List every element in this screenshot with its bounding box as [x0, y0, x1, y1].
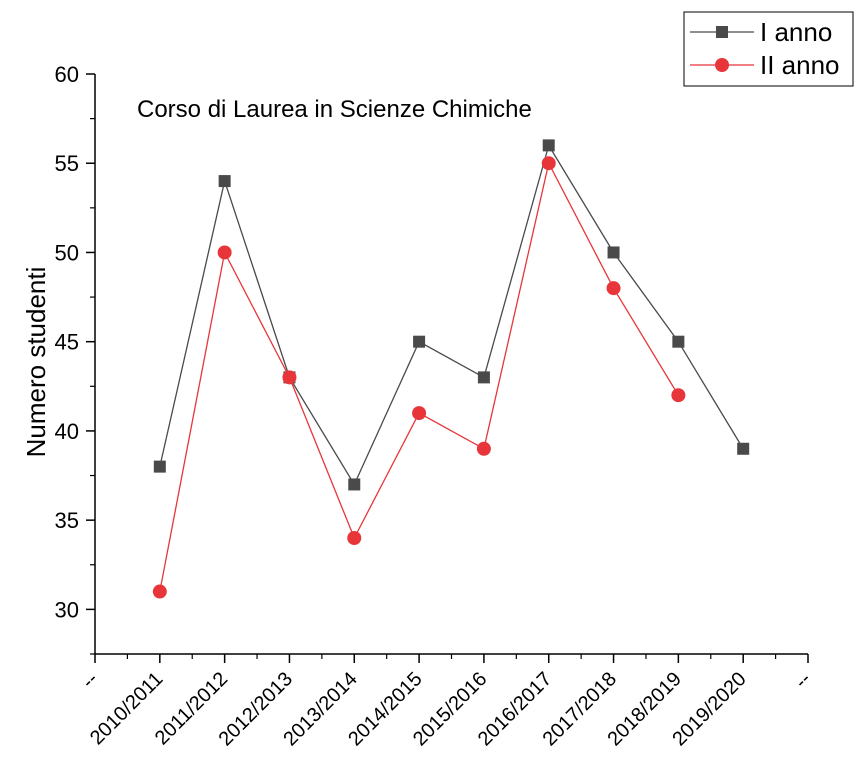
legend-box: [683, 11, 854, 87]
y-axis-title: Numero studenti: [21, 267, 51, 458]
data-point: [153, 460, 166, 473]
data-point: [412, 406, 427, 421]
y-tick-label: 40: [55, 419, 79, 444]
x-tick-label: --: [78, 668, 103, 693]
data-point: [217, 245, 232, 260]
data-point: [541, 156, 556, 171]
y-tick-label: 30: [55, 597, 79, 622]
x-tick-label: --: [791, 668, 816, 693]
legend-item: I anno: [690, 17, 832, 47]
series-line: [159, 161, 679, 592]
series-layer: [152, 139, 750, 599]
y-tick-label: 55: [55, 151, 79, 176]
data-point: [348, 478, 361, 491]
series-2: [152, 156, 686, 599]
data-point: [477, 371, 490, 384]
data-point: [282, 370, 297, 385]
data-point: [413, 335, 426, 348]
y-tick-label: 35: [55, 508, 79, 533]
y-tick-label: 45: [55, 330, 79, 355]
data-point: [672, 335, 685, 348]
data-point: [542, 139, 555, 152]
legend-marker: [715, 58, 729, 72]
data-point: [607, 246, 620, 259]
data-point: [218, 175, 231, 188]
legend-label: I anno: [760, 17, 832, 47]
y-tick-label: 60: [55, 62, 79, 87]
legend-label: II anno: [760, 50, 840, 80]
data-point: [671, 388, 686, 403]
data-point: [606, 281, 621, 296]
legend-marker: [716, 26, 728, 38]
series-1: [153, 139, 750, 491]
legend-item: II anno: [690, 50, 840, 80]
axes: 30354045505560--2010/20112011/20122012/2…: [55, 62, 816, 750]
series-line: [159, 143, 744, 486]
data-point: [152, 584, 167, 599]
data-point: [737, 442, 750, 455]
chart-title: Corso di Laurea in Scienze Chimiche: [137, 96, 532, 123]
y-tick-label: 50: [55, 240, 79, 265]
data-point: [476, 441, 491, 456]
data-point: [347, 531, 362, 545]
